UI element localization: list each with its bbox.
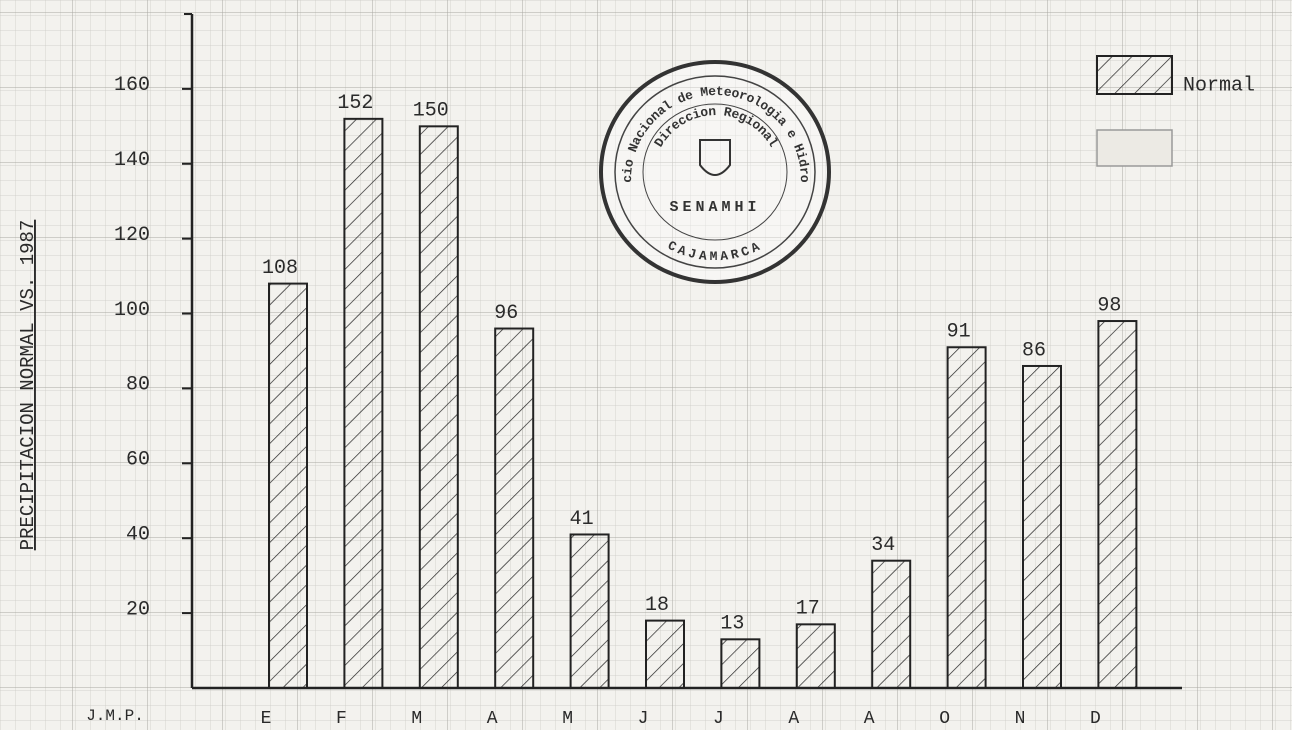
y-tick-label: 40	[126, 524, 150, 547]
bar	[1097, 320, 1138, 689]
data-label: 152	[337, 92, 373, 115]
data-label: 17	[796, 598, 820, 621]
y-axis-label: PRECIPITACION NORMAL VS. 1987	[17, 220, 39, 551]
data-label: 108	[262, 257, 298, 280]
y-tick-label: 20	[126, 598, 150, 621]
y-tick-label: 160	[114, 74, 150, 97]
data-label: 34	[871, 534, 895, 557]
x-tick-label: J	[638, 709, 649, 729]
legend-label: Normal	[1183, 74, 1255, 97]
data-label: 18	[645, 594, 669, 617]
data-label: 96	[494, 302, 518, 325]
bar	[418, 125, 459, 690]
bar	[1022, 364, 1062, 689]
bar	[720, 638, 761, 689]
bar	[645, 619, 685, 689]
x-tick-label: M	[562, 709, 573, 729]
stamp-ring	[599, 60, 831, 284]
bar	[569, 533, 610, 689]
x-tick-label: A	[788, 709, 799, 729]
data-label: 13	[720, 613, 744, 636]
data-label: 98	[1097, 294, 1121, 317]
bar	[494, 327, 535, 689]
y-tick-label: 120	[114, 224, 150, 247]
legend-swatch	[1096, 55, 1173, 95]
stamp-ring	[614, 75, 816, 269]
stamp-crest	[699, 139, 731, 176]
x-tick-label: N	[1015, 709, 1026, 729]
bar	[871, 559, 912, 690]
data-label: 91	[947, 321, 971, 344]
x-tick-label: A	[487, 709, 498, 729]
y-tick-label: 80	[126, 374, 150, 397]
x-tick-label: O	[939, 709, 950, 729]
bar	[946, 346, 987, 689]
x-tick-label: M	[411, 709, 422, 729]
bar	[268, 282, 308, 689]
data-label: 150	[413, 100, 449, 123]
stamp-ring	[642, 103, 788, 241]
data-label: 86	[1022, 339, 1046, 362]
y-tick-label: 100	[114, 299, 150, 322]
x-tick-label: E	[261, 709, 272, 729]
x-tick-label: D	[1090, 709, 1101, 729]
x-tick-label: A	[864, 709, 875, 729]
legend-swatch-empty	[1096, 129, 1173, 167]
y-tick-label: 60	[126, 449, 150, 472]
x-tick-label: F	[336, 709, 347, 729]
bar	[343, 117, 384, 690]
data-label: 41	[570, 508, 594, 531]
stamp-center: SENAMHI	[669, 199, 760, 216]
x-tick-label: J	[713, 709, 724, 729]
bar	[795, 623, 836, 689]
corner-label: J.M.P.	[86, 707, 144, 725]
y-tick-label: 140	[114, 149, 150, 172]
